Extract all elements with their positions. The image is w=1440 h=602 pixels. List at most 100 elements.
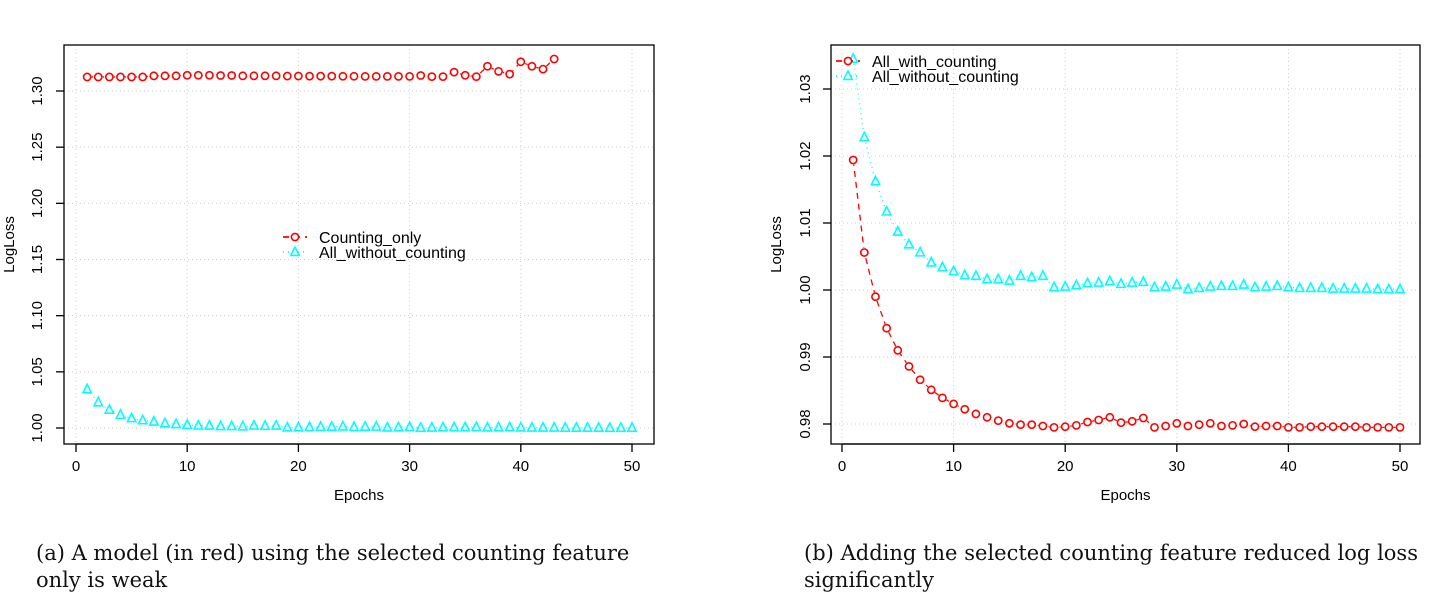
legend-circle-icon	[843, 56, 853, 66]
data-point-Counting_only-21	[305, 71, 314, 81]
data-point-All_without_counting-5	[892, 224, 904, 236]
data-point-All_with_counting-28	[1150, 422, 1159, 432]
legend-label-All_without_counting: All_without_counting	[872, 69, 1019, 86]
y-tick-label: 1.00	[797, 275, 814, 304]
data-point-All_without_counting-38	[1260, 279, 1272, 291]
data-point-All_without_counting-49	[615, 421, 627, 433]
data-point-Counting_only-11	[193, 70, 203, 80]
data-point-All_without_counting-17	[259, 419, 271, 431]
x-tick-label: 10	[179, 458, 196, 475]
data-point-All_without_counting-33	[1204, 279, 1216, 291]
data-point-Counting_only-18	[271, 71, 281, 81]
data-point-Counting_only-22	[316, 71, 326, 81]
data-point-All_without_counting-45	[570, 420, 582, 432]
data-point-All_without_counting-8	[925, 255, 937, 267]
data-point-All_without_counting-44	[1327, 281, 1339, 293]
data-point-All_with_counting-2	[859, 248, 869, 257]
data-point-All_without_counting-48	[1372, 282, 1384, 294]
data-point-All_with_counting-5	[893, 345, 903, 355]
data-point-All_without_counting-32	[1193, 281, 1205, 293]
data-point-Counting_only-32	[427, 72, 437, 82]
data-point-All_without_counting-24	[1104, 274, 1116, 286]
data-point-All_without_counting-16	[1015, 269, 1027, 281]
data-point-All_without_counting-44	[559, 420, 571, 432]
data-point-All_with_counting-12	[971, 409, 981, 419]
data-point-All_with_counting-3	[871, 292, 880, 302]
x-tick-label: 0	[838, 458, 846, 475]
data-point-All_with_counting-41	[1295, 422, 1304, 432]
data-point-All_without_counting-16	[248, 418, 260, 430]
data-point-All_with_counting-9	[938, 393, 947, 403]
data-point-All_without_counting-1	[81, 382, 93, 394]
data-point-All_without_counting-40	[1282, 280, 1294, 292]
data-point-All_without_counting-27	[1137, 275, 1149, 287]
data-point-All_without_counting-50	[1394, 282, 1406, 294]
data-point-All_with_counting-47	[1362, 422, 1371, 432]
data-point-All_without_counting-47	[593, 420, 605, 432]
data-point-All_without_counting-35	[1227, 279, 1239, 291]
data-point-All_without_counting-4	[881, 204, 893, 216]
data-point-Counting_only-40	[516, 57, 526, 67]
data-point-All_without_counting-34	[1215, 279, 1227, 291]
x-axis-label: Epochs	[334, 487, 384, 504]
data-point-Counting_only-23	[327, 71, 337, 81]
data-point-All_with_counting-46	[1350, 422, 1360, 432]
data-point-Counting_only-15	[238, 71, 248, 81]
data-point-Counting_only-7	[149, 71, 159, 81]
data-point-All_with_counting-33	[1205, 418, 1215, 428]
data-point-All_with_counting-10	[949, 399, 958, 409]
data-point-Counting_only-29	[394, 71, 403, 81]
data-point-All_without_counting-21	[304, 420, 316, 432]
data-point-All_with_counting-25	[1116, 418, 1126, 428]
data-point-Counting_only-1	[82, 72, 92, 82]
y-tick-label: 1.00	[29, 413, 46, 442]
data-point-All_without_counting-4	[114, 408, 126, 420]
data-point-All_without_counting-14	[226, 419, 238, 431]
data-point-All_without_counting-45	[1338, 281, 1350, 293]
data-point-All_without_counting-13	[981, 272, 993, 284]
data-point-All_with_counting-23	[1094, 415, 1104, 425]
data-point-All_without_counting-24	[337, 419, 349, 431]
y-tick-label: 0.98	[797, 409, 814, 438]
data-point-All_with_counting-7	[915, 375, 925, 385]
y-tick-label: 1.25	[29, 133, 46, 162]
data-point-All_without_counting-19	[1048, 280, 1060, 292]
data-point-All_with_counting-16	[1016, 420, 1025, 430]
data-point-All_without_counting-35	[459, 420, 471, 432]
data-point-All_with_counting-13	[982, 412, 992, 422]
data-point-Counting_only-19	[282, 71, 292, 81]
data-point-All_without_counting-22	[1082, 276, 1094, 288]
data-point-All_without_counting-6	[137, 413, 149, 425]
data-point-All_without_counting-3	[869, 174, 881, 186]
data-point-All_with_counting-35	[1228, 420, 1237, 430]
data-point-Counting_only-28	[382, 71, 392, 81]
data-point-Counting_only-24	[338, 71, 348, 81]
data-point-All_without_counting-37	[481, 420, 493, 432]
data-point-All_without_counting-36	[470, 420, 482, 432]
data-point-All_with_counting-6	[904, 361, 914, 371]
data-point-Counting_only-30	[405, 71, 414, 81]
data-point-All_with_counting-26	[1127, 416, 1137, 426]
data-point-All_with_counting-39	[1272, 421, 1282, 431]
data-point-Counting_only-20	[293, 71, 303, 81]
legend-label-All_with_counting: All_with_counting	[872, 54, 997, 71]
data-point-All_without_counting-40	[515, 420, 527, 432]
data-point-All_without_counting-28	[381, 420, 393, 432]
series-line-All_without_counting	[852, 58, 1400, 290]
data-point-All_without_counting-13	[215, 419, 227, 431]
data-point-All_without_counting-27	[370, 419, 382, 431]
data-point-All_without_counting-7	[148, 414, 160, 426]
data-point-All_without_counting-39	[504, 420, 516, 432]
data-point-All_with_counting-49	[1384, 422, 1394, 432]
y-tick-label: 1.03	[797, 74, 814, 103]
data-point-All_with_counting-48	[1373, 422, 1383, 432]
data-point-Counting_only-31	[416, 71, 426, 80]
data-point-All_without_counting-34	[448, 420, 460, 432]
y-tick-label: 0.99	[797, 342, 814, 371]
x-tick-label: 0	[72, 458, 80, 475]
data-point-All_without_counting-19	[281, 420, 293, 432]
data-point-Counting_only-36	[471, 72, 481, 82]
x-tick-label: 30	[401, 458, 418, 475]
data-point-Counting_only-17	[260, 71, 270, 81]
